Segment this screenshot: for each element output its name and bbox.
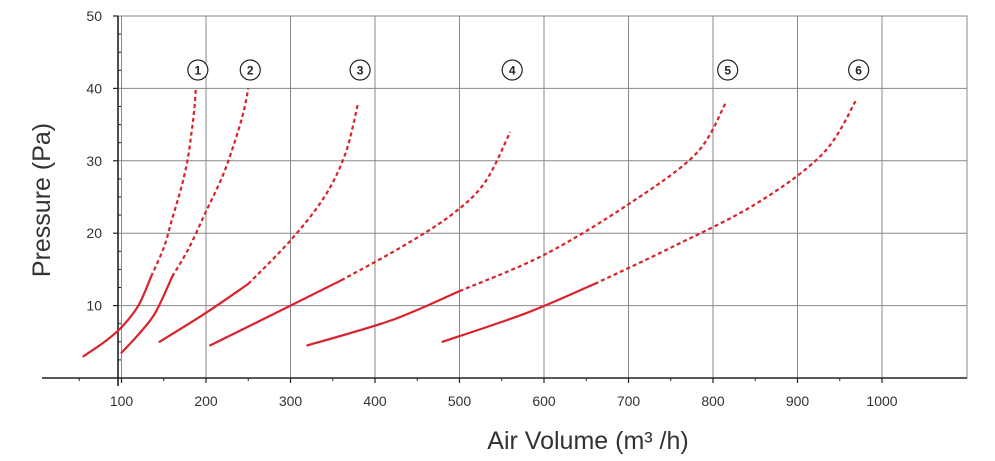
curve-6-solid: [441, 282, 596, 343]
curve-5-solid: [306, 290, 461, 347]
curve-3-dashed: [247, 102, 360, 285]
y-axis-title: Pressure (Pa): [28, 123, 56, 277]
x-tick-label: 200: [194, 393, 218, 409]
x-tick-label: 400: [363, 393, 387, 409]
curve-3-solid: [158, 282, 250, 343]
chart-axes: [42, 15, 967, 386]
y-tick-label: 10: [86, 298, 102, 314]
marker-label: 2: [247, 64, 254, 78]
y-tick-labels: 10 20 30 40 50: [86, 8, 102, 314]
curve-1-marker: 1: [187, 59, 209, 81]
marker-circle: [187, 59, 209, 81]
marker-label: 6: [855, 64, 862, 78]
x-axis-title: Air Volume (m³ /h): [487, 427, 688, 455]
curve-2-marker: 2: [239, 59, 261, 81]
marker-label: 5: [724, 64, 731, 78]
x-tick-label: 100: [110, 393, 134, 409]
curve-markers: 1 2 3 4 5 6: [187, 59, 870, 81]
curve-2-dashed: [171, 88, 250, 278]
marker-circle: [717, 59, 739, 81]
curve-3-marker: 3: [349, 59, 371, 81]
curve-series: [82, 88, 858, 358]
curve-4-solid: [209, 279, 343, 347]
x-tick-label: 800: [701, 393, 725, 409]
curve-2-solid: [120, 275, 174, 354]
marker-label: 3: [357, 64, 364, 78]
curve-1-solid: [82, 275, 153, 358]
y-tick-label: 50: [86, 8, 102, 24]
curve-6-marker: 6: [848, 59, 870, 81]
curve-6-dashed: [594, 98, 858, 285]
y-tick-label: 40: [86, 80, 102, 96]
x-tick-label: 1000: [866, 393, 897, 409]
marker-label: 1: [195, 64, 202, 78]
x-tick-labels: 100 200 300 400 500 600 700 800 900 1000: [110, 393, 898, 409]
x-tick-label: 300: [279, 393, 303, 409]
curve-4-marker: 4: [501, 59, 523, 81]
marker-circle: [239, 59, 261, 81]
marker-label: 4: [509, 64, 516, 78]
x-tick-label: 500: [448, 393, 472, 409]
marker-circle: [349, 59, 371, 81]
y-tick-label: 20: [86, 225, 102, 241]
curve-5-marker: 5: [717, 59, 739, 81]
marker-circle: [848, 59, 870, 81]
curve-1-dashed: [150, 88, 197, 278]
curve-4-dashed: [340, 131, 512, 282]
y-tick-label: 30: [86, 153, 102, 169]
x-tick-label: 600: [532, 393, 556, 409]
x-tick-label: 700: [617, 393, 641, 409]
x-tick-label: 900: [786, 393, 810, 409]
curve-5-dashed: [459, 102, 727, 293]
marker-circle: [501, 59, 523, 81]
